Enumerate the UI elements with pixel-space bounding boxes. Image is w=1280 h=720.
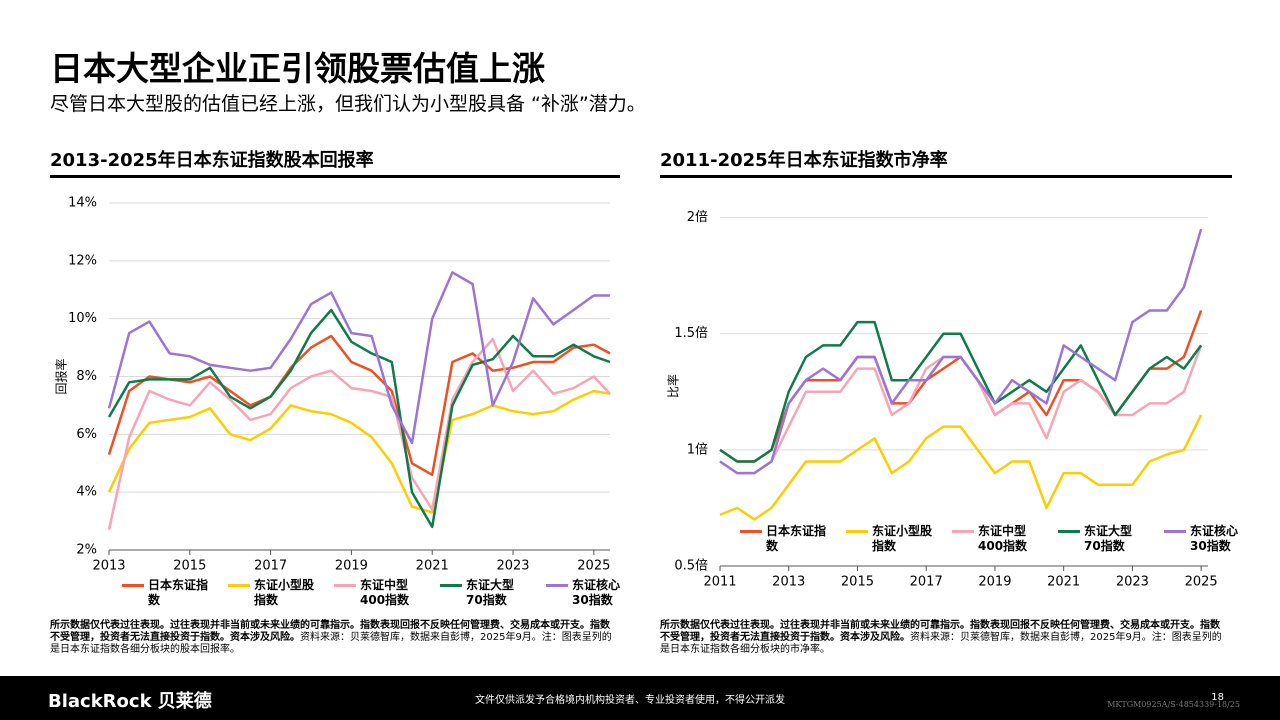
y-tick-label: 12%: [68, 253, 97, 268]
legend-label: 东证小型股指数: [872, 524, 933, 553]
x-tick-label: 2023: [1116, 575, 1149, 590]
legend-item: 东证小型股指数: [846, 524, 932, 554]
legend-swatch: [846, 530, 868, 533]
page-subtitle: 尽管日本大型股的估值已经上涨，但我们认为小型股具备 “补涨”潜力。: [50, 93, 646, 115]
disclaimer: 文件仅供派发予合格境内机构投资者、专业投资者使用，不得公开派发: [475, 695, 785, 706]
y-tick-label: 2倍: [687, 210, 708, 225]
legend-swatch: [334, 584, 356, 587]
chart-title: 2013-2025年日本东证指数股本回报率: [50, 150, 374, 171]
logo: BlackRock 贝莱德: [48, 691, 212, 712]
footer: BlackRock 贝莱德 文件仅供派发予合格境内机构投资者、专业投资者使用，不…: [0, 676, 1280, 720]
x-tick-label: 2013: [772, 575, 805, 590]
x-tick-label: 2017: [254, 559, 287, 574]
footnote-bold: 所示数据仅代表过往表现。过往表现并非当前或未来业绩的可靠指示。指数表现回报不反映…: [50, 620, 610, 643]
y-tick-label: 0.5倍: [674, 559, 708, 574]
legend-item: 东证核心30指数: [546, 578, 632, 608]
series-line: [719, 320, 1203, 463]
legend-item: 东证核心30指数: [1164, 524, 1250, 554]
series-line: [107, 334, 611, 477]
legend-item: 东证中型400指数: [334, 578, 420, 608]
x-tick-label: 2017: [910, 575, 943, 590]
series-line: [719, 414, 1203, 521]
page-number: 18: [1211, 692, 1224, 703]
x-tick-label: 2021: [1047, 575, 1080, 590]
footnote-bold: 所示数据仅代表过往表现。过往表现并非当前或未来业绩的可靠指示。指数表现回报不反映…: [660, 620, 1220, 643]
series-line: [719, 344, 1203, 475]
title-rule: [50, 175, 620, 178]
y-tick-label: 8%: [76, 369, 97, 384]
footnote-text: 资料来源：贝莱德智库，数据来自彭博，2025年9月。注：图表呈列的是日本东证指数…: [50, 632, 612, 655]
y-tick-label: 2%: [76, 543, 97, 558]
y-tick-label: 1倍: [687, 442, 708, 457]
legend-label: 东证大型70指数: [466, 578, 515, 607]
legend-swatch: [546, 584, 568, 587]
x-tick-label: 2025: [1185, 575, 1218, 590]
legend-swatch: [952, 530, 974, 533]
legend: 日本东证指数 东证小型股指数 东证中型400指数 东证大型70指数 东证核心30指数: [740, 524, 1250, 554]
legend-label: 日本东证指数: [148, 578, 209, 607]
legend: 日本东证指数 东证小型股指数 东证中型400指数 东证大型70指数 东证核心30指数: [122, 578, 632, 608]
legend-item: 日本东证指数: [122, 578, 208, 608]
series-line: [107, 389, 611, 514]
legend-item: 东证中型400指数: [952, 524, 1038, 554]
legend-swatch: [740, 530, 762, 533]
footnote-text: 资料来源：贝莱德智库，数据来自彭博，2025年9月。注：图表呈列的是日本东证指数…: [660, 632, 1222, 655]
y-tick-label: 6%: [76, 427, 97, 442]
series-line: [107, 308, 611, 529]
page-title: 日本大型企业正引领股票估值上涨: [50, 49, 545, 88]
chart-title: 2011-2025年日本东证指数市净率: [660, 150, 948, 171]
legend-label: 东证大型70指数: [1084, 524, 1133, 553]
legend-item: 东证小型股指数: [228, 578, 314, 608]
legend-item: 东证大型70指数: [440, 578, 526, 608]
y-axis-label: 回报率: [54, 358, 69, 394]
legend-label: 东证核心30指数: [1190, 524, 1239, 553]
legend-label: 东证小型股指数: [254, 578, 315, 607]
x-tick-label: 2015: [173, 559, 206, 574]
x-tick-label: 2021: [416, 559, 449, 574]
series-line: [107, 337, 611, 531]
chart: 0.5倍 1倍 1.5倍 2倍 2011 2013 2015 2017 2019 2021 2023…: [666, 210, 1218, 590]
y-tick-label: 14%: [68, 196, 97, 211]
x-tick-label: 2019: [978, 575, 1011, 590]
y-tick-label: 1.5倍: [674, 326, 708, 341]
legend-label: 东证中型400指数: [360, 578, 410, 607]
legend-swatch: [122, 584, 144, 587]
x-tick-label: 2013: [92, 559, 125, 574]
legend-label: 东证核心30指数: [572, 578, 621, 607]
legend-swatch: [1058, 530, 1080, 533]
footnote: 所示数据仅代表过往表现。过往表现并非当前或未来业绩的可靠指示。指数表现回报不反映…: [50, 620, 616, 656]
legend-swatch: [1164, 530, 1186, 533]
title-rule: [660, 175, 1232, 178]
legend-label: 日本东证指数: [766, 524, 827, 553]
legend-swatch: [228, 584, 250, 587]
legend-swatch: [440, 584, 462, 587]
x-tick-label: 2011: [703, 575, 736, 590]
legend-item: 东证大型70指数: [1058, 524, 1144, 554]
y-axis-label: 比率: [666, 374, 681, 398]
x-tick-label: 2015: [841, 575, 874, 590]
series-line: [719, 228, 1203, 475]
series-line: [107, 271, 610, 445]
document-code: MKTGM0925A/S-4854339-18/25: [1107, 700, 1240, 709]
x-tick-label: 2023: [496, 559, 529, 574]
y-tick-label: 10%: [68, 311, 97, 326]
x-tick-label: 2019: [335, 559, 368, 574]
chart: 2% 4% 6% 8% 10% 12% 14% 2013 2015 2017 2019 2021 202…: [54, 196, 611, 574]
footnote: 所示数据仅代表过往表现。过往表现并非当前或未来业绩的可靠指示。指数表现回报不反映…: [660, 620, 1228, 656]
legend-item: 日本东证指数: [740, 524, 826, 554]
x-tick-label: 2025: [577, 559, 610, 574]
y-tick-label: 4%: [76, 485, 97, 500]
legend-label: 东证中型400指数: [978, 524, 1028, 553]
